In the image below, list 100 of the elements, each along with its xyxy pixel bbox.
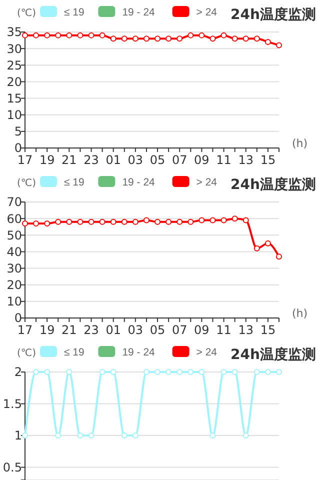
legend-label: 19 - 24 <box>122 346 156 358</box>
legend-label: > 24 <box>196 176 218 188</box>
x-tick-label: 23 <box>84 153 99 167</box>
x-tick-label: 13 <box>238 153 254 167</box>
point <box>264 240 271 246</box>
point <box>188 218 194 225</box>
legend-label: 19 - 24 <box>122 6 156 18</box>
y-tick-label: 0 <box>14 311 22 326</box>
x-tick-label: 03 <box>128 323 144 337</box>
y-tick-label: 5 <box>14 124 22 139</box>
point <box>44 220 50 227</box>
point <box>232 36 238 42</box>
point <box>176 218 183 225</box>
point <box>55 218 62 225</box>
y-tick-label: 30 <box>6 261 22 276</box>
point <box>242 217 249 224</box>
point <box>55 32 62 38</box>
x-tick-label: 15 <box>260 153 276 167</box>
point <box>154 36 161 42</box>
chart-title: 24h温度监测 <box>230 6 316 23</box>
point <box>210 217 216 224</box>
y-tick-label: 40 <box>6 244 22 259</box>
point <box>242 36 249 42</box>
x-tick-label: 17 <box>17 153 33 167</box>
y-axis-title: (℃) <box>17 348 36 359</box>
point <box>143 36 150 42</box>
point <box>22 220 28 227</box>
x-tick-label: 11 <box>216 323 232 337</box>
point <box>33 32 40 38</box>
point <box>77 218 84 225</box>
point <box>121 218 128 225</box>
point <box>264 38 271 45</box>
point <box>276 254 282 260</box>
legend-label: ≤ 19 <box>64 176 85 188</box>
x-tick-label: 09 <box>194 153 210 167</box>
x-tick-label: 01 <box>106 153 121 167</box>
y-tick-label: 20 <box>6 74 22 89</box>
point <box>33 220 40 227</box>
x-tick-label: 13 <box>238 323 254 337</box>
x-tick-label: 19 <box>39 153 55 167</box>
point <box>254 245 260 252</box>
y-tick-label: 1 <box>14 428 22 443</box>
y-tick-label: 15 <box>6 91 22 106</box>
y-axis-title: (℃) <box>17 178 36 189</box>
x-tick-label: 21 <box>62 323 77 337</box>
x-tick-label: 07 <box>172 323 188 337</box>
x-tick-label: 03 <box>128 153 144 167</box>
legend-label: ≤ 19 <box>64 346 85 358</box>
point <box>232 216 238 222</box>
point <box>44 32 50 38</box>
x-tick-label: 23 <box>84 323 99 337</box>
point <box>176 36 183 42</box>
point <box>143 217 150 224</box>
y-tick-label: 0 <box>14 141 22 156</box>
chart-title: 24h温度监测 <box>230 176 316 193</box>
legend-label: 19 - 24 <box>122 176 156 188</box>
point <box>66 32 72 38</box>
y-tick-label: 20 <box>6 278 22 292</box>
point <box>188 32 194 38</box>
point <box>88 218 94 225</box>
y-tick-label: 10 <box>6 108 22 122</box>
point <box>198 32 205 38</box>
point <box>88 32 94 38</box>
y-axis-title: (℃) <box>17 8 36 19</box>
point <box>276 42 282 48</box>
y-tick-label: 2 <box>14 365 22 380</box>
y-tick-label: 25 <box>6 58 22 72</box>
y-tick-label: 1.5 <box>2 396 22 411</box>
x-tick-label: 05 <box>150 323 166 337</box>
x-axis-title: (h) <box>292 307 308 320</box>
x-tick-label: 21 <box>62 153 77 167</box>
y-tick-label: 35 <box>6 25 22 40</box>
legend-label: > 24 <box>196 6 218 18</box>
legend-label: > 24 <box>196 346 218 358</box>
point <box>66 218 72 225</box>
y-tick-label: 60 <box>6 212 22 226</box>
y-tick-label: 0.5 <box>2 460 22 474</box>
y-tick-label: 70 <box>6 195 22 210</box>
y-tick-label: 50 <box>6 228 22 242</box>
x-tick-label: 11 <box>216 153 232 167</box>
point <box>166 218 172 225</box>
x-tick-label: 17 <box>17 323 33 337</box>
x-tick-label: 19 <box>39 323 55 337</box>
point <box>210 36 216 42</box>
point <box>220 32 227 38</box>
x-tick-label: 05 <box>150 153 166 167</box>
point <box>110 218 116 225</box>
x-tick-label: 01 <box>106 323 121 337</box>
y-tick-label: 30 <box>6 42 22 56</box>
point <box>132 36 138 42</box>
point <box>220 217 227 224</box>
point <box>77 32 84 38</box>
x-tick-label: 07 <box>172 153 188 167</box>
point <box>132 218 138 225</box>
point <box>198 217 205 224</box>
point <box>121 36 128 42</box>
point <box>154 218 161 225</box>
y-tick-label: 10 <box>6 294 22 309</box>
x-tick-label: 15 <box>260 323 276 337</box>
legend-label: ≤ 19 <box>64 6 85 18</box>
